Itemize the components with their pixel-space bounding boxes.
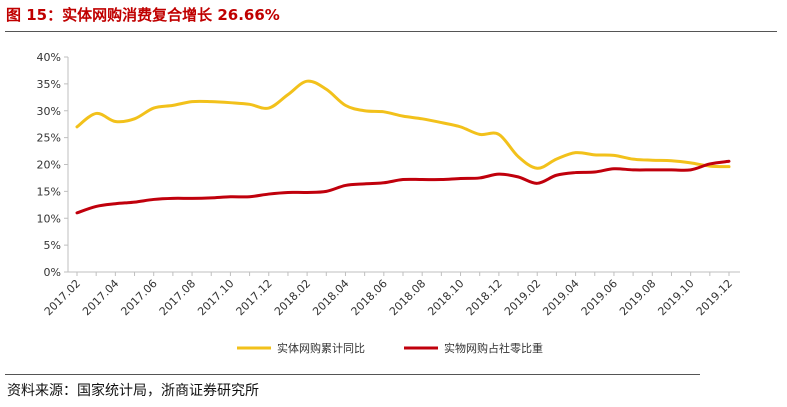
series-line-2 (75, 159, 731, 215)
x-tick-label: 2017.06 (118, 277, 159, 318)
x-tick-label: 2017.04 (80, 277, 121, 318)
x-tick-label: 2018.02 (272, 277, 313, 318)
x-tick-label: 2019.12 (694, 277, 735, 318)
x-axis: 2017.022017.042017.062017.082017.102017.… (42, 271, 740, 318)
x-tick-label: 2019.08 (617, 277, 658, 318)
y-axis: 0% 5% 10% 15% 20% 25% 30% 35% 40% (37, 51, 69, 279)
x-tick-label: 2019.04 (540, 277, 581, 318)
x-tick-label: 2017.02 (42, 277, 83, 318)
x-tick-label: 2019.10 (655, 277, 696, 318)
bottom-divider (5, 374, 700, 375)
x-tick-label: 2017.10 (195, 277, 236, 318)
x-tick-label: 2018.08 (387, 277, 428, 318)
chart-title: 图 15：实体网购消费复合增长 26.66% (6, 6, 280, 24)
x-tick-label: 2018.12 (464, 277, 505, 318)
y-tick-label: 15% (37, 185, 61, 198)
x-tick-label: 2018.10 (425, 277, 466, 318)
legend-label-2: 实物网购占社零比重 (444, 341, 543, 355)
y-tick-label: 30% (37, 105, 61, 118)
legend-label-1: 实体网购累计同比 (277, 341, 365, 355)
y-tick-label: 5% (44, 239, 61, 252)
y-tick-label: 0% (44, 266, 61, 279)
y-tick-label: 10% (37, 212, 61, 225)
series-layer (75, 79, 731, 215)
x-tick-label: 2017.12 (234, 277, 275, 318)
x-tick-label: 2017.08 (157, 277, 198, 318)
series-line-1 (75, 79, 731, 170)
x-tick-label: 2019.06 (579, 277, 620, 318)
x-tick-label: 2018.04 (310, 277, 351, 318)
top-divider (5, 31, 777, 32)
y-tick-label: 20% (37, 159, 61, 172)
y-tick-label: 40% (37, 51, 61, 64)
y-tick-label: 25% (37, 132, 61, 145)
legend: 实体网购累计同比 实物网购占社零比重 (237, 341, 543, 355)
y-tick-label: 35% (37, 78, 61, 91)
x-tick-label: 2019.02 (502, 277, 543, 318)
source-note: 资料来源：国家统计局，浙商证券研究所 (7, 383, 259, 399)
x-tick-label: 2018.06 (349, 277, 390, 318)
